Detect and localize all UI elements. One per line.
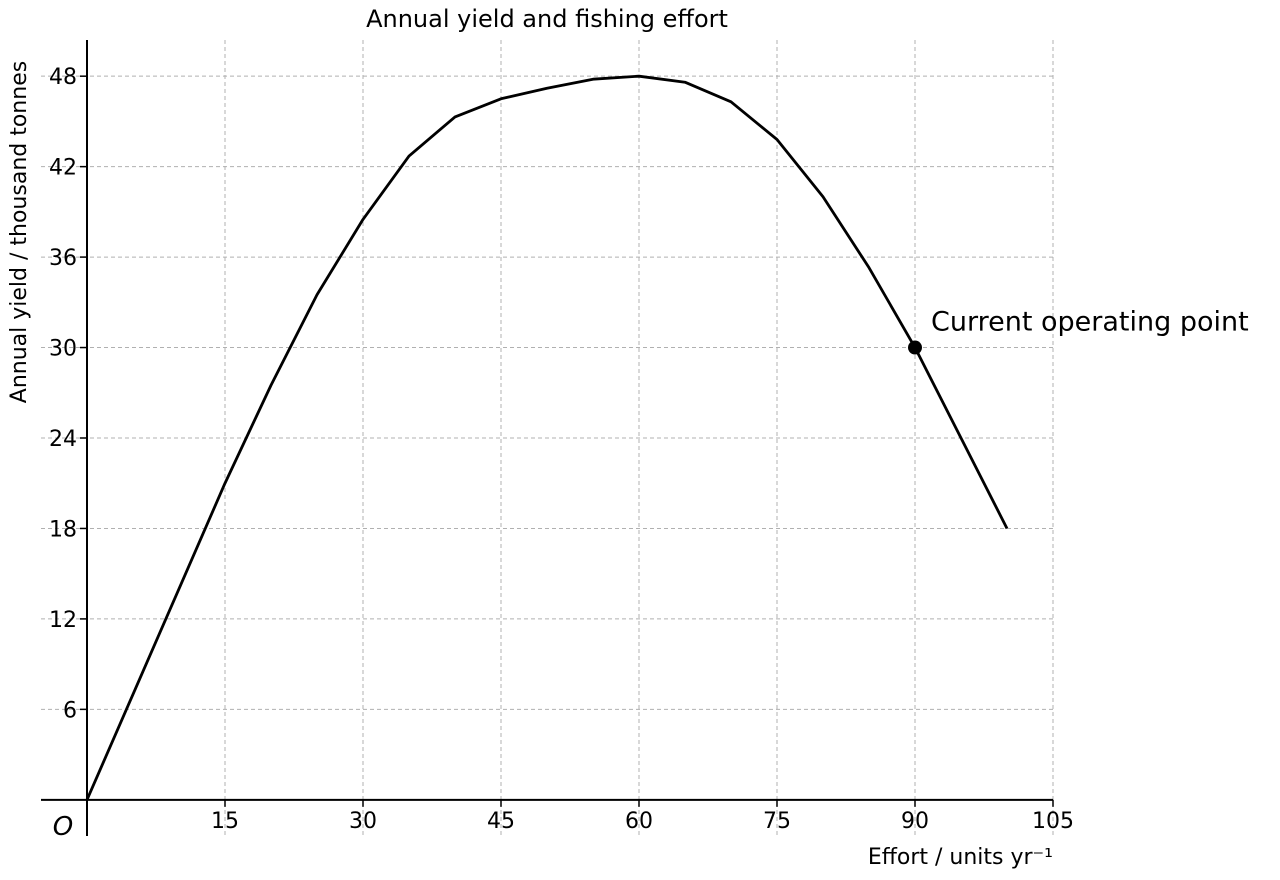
x-tick-label: 75	[763, 809, 791, 834]
data-line	[85, 74, 1009, 801]
y-tick-label: 48	[49, 65, 77, 90]
x-tick-label: 15	[211, 809, 239, 834]
x-tick-label: 30	[349, 809, 377, 834]
annotation: Current operating point	[931, 307, 1249, 338]
y-axis-label: Annual yield / thousand tonnes	[7, 61, 32, 403]
x-tick-label: 45	[487, 809, 515, 834]
x-axis-label: Effort / units yr⁻¹	[868, 845, 1053, 870]
x-tick-label: 60	[625, 809, 653, 834]
y-tick-label: 6	[63, 698, 77, 723]
y-tick-label: 30	[49, 337, 77, 362]
x-tick-label: 90	[901, 809, 929, 834]
y-tick-label: 24	[49, 427, 77, 452]
y-tick-label: 42	[49, 156, 77, 181]
y-tick-label: 12	[49, 608, 77, 633]
chart-title: Annual yield and fishing effort	[366, 5, 728, 33]
y-tick-label: 18	[49, 517, 77, 542]
y-tick-label: 36	[49, 246, 77, 271]
operating-point	[908, 340, 922, 355]
x-tick-label: 105	[1032, 809, 1074, 834]
origin-label: O	[53, 812, 73, 842]
